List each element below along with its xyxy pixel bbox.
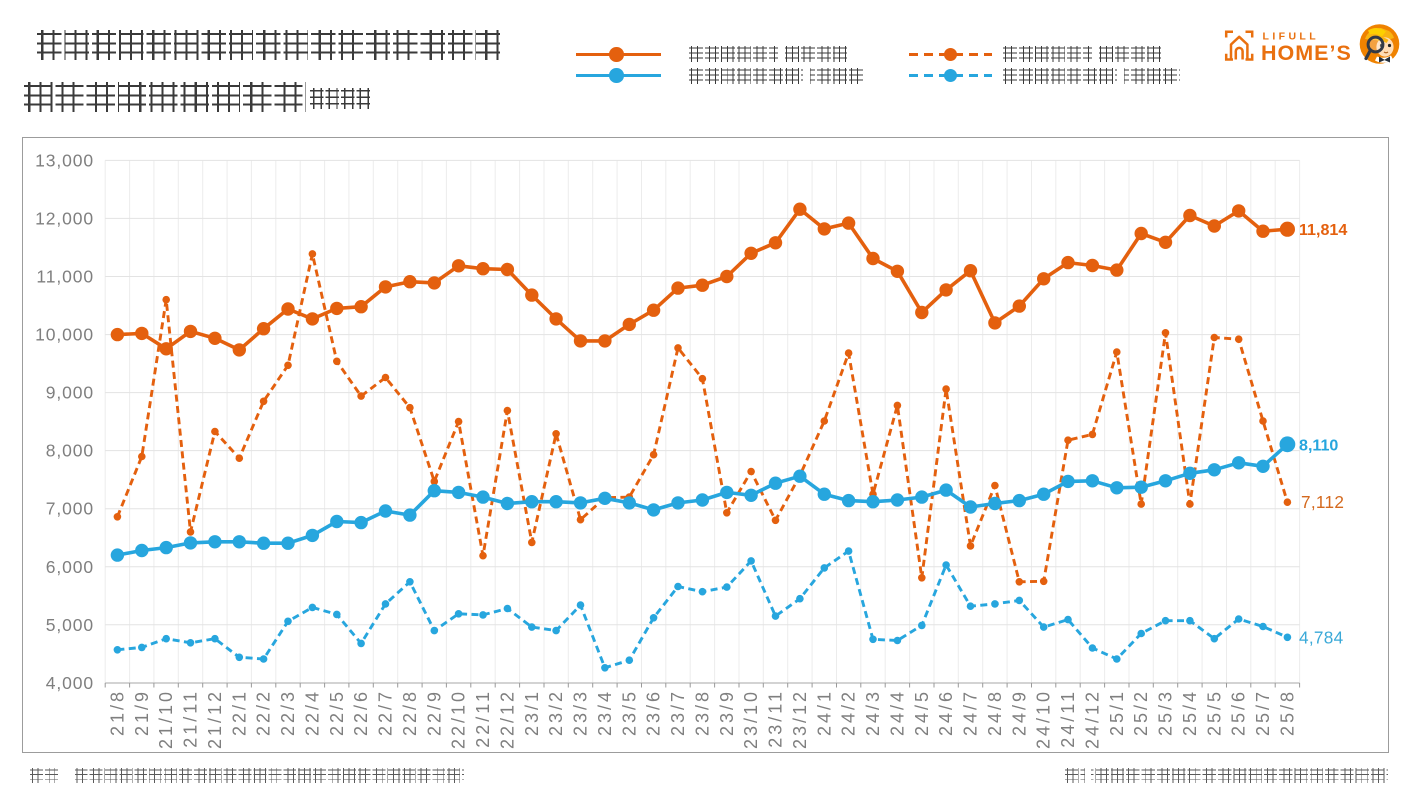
svg-text:22/6: 22/6 — [351, 689, 371, 736]
svg-text:LIFULL: LIFULL — [1263, 31, 1320, 43]
svg-text:24/7: 24/7 — [961, 689, 981, 736]
svg-text:22/4: 22/4 — [302, 689, 322, 736]
svg-text:22/9: 22/9 — [424, 689, 444, 736]
svg-text:24/4: 24/4 — [887, 689, 907, 736]
svg-text:23/12: 23/12 — [790, 689, 810, 749]
svg-text:22/5: 22/5 — [327, 689, 347, 736]
svg-text:24/9: 24/9 — [1009, 689, 1029, 736]
svg-text:21/12: 21/12 — [205, 689, 225, 749]
svg-text:4,000: 4,000 — [46, 673, 94, 693]
svg-text:25/5: 25/5 — [1204, 689, 1224, 736]
svg-text:24/8: 24/8 — [985, 689, 1005, 736]
svg-text:23/10: 23/10 — [741, 689, 761, 749]
svg-text:23/11: 23/11 — [766, 689, 786, 748]
svg-text:4,784: 4,784 — [1299, 627, 1344, 647]
svg-text:7,112: 7,112 — [1301, 492, 1344, 512]
svg-text:23/7: 23/7 — [668, 689, 688, 736]
svg-text:HOME’S: HOME’S — [1261, 41, 1352, 65]
svg-text:22/3: 22/3 — [278, 689, 298, 736]
svg-text:8,110: 8,110 — [1299, 436, 1338, 454]
svg-text:11,814: 11,814 — [1299, 221, 1347, 239]
svg-text:22/10: 22/10 — [449, 689, 469, 749]
svg-text:8,000: 8,000 — [46, 441, 94, 461]
svg-text:22/2: 22/2 — [254, 689, 274, 736]
svg-text:25/2: 25/2 — [1131, 689, 1151, 736]
svg-text:23/5: 23/5 — [619, 689, 639, 736]
svg-text:6,000: 6,000 — [46, 557, 94, 577]
svg-text:24/3: 24/3 — [863, 689, 883, 736]
svg-text:24/11: 24/11 — [1058, 689, 1078, 748]
svg-text:23/3: 23/3 — [571, 689, 591, 736]
svg-text:24/10: 24/10 — [1034, 689, 1054, 749]
svg-text:22/8: 22/8 — [400, 689, 420, 736]
svg-text:23/2: 23/2 — [546, 689, 566, 736]
svg-text:12,000: 12,000 — [35, 208, 94, 228]
svg-text:5,000: 5,000 — [46, 615, 94, 635]
svg-text:11,000: 11,000 — [36, 267, 94, 287]
svg-text:22/11: 22/11 — [473, 689, 493, 748]
svg-text:25/7: 25/7 — [1253, 689, 1273, 736]
svg-text:24/5: 24/5 — [912, 689, 932, 736]
svg-text:23/8: 23/8 — [692, 689, 712, 736]
svg-text:25/1: 25/1 — [1107, 689, 1127, 736]
svg-text:25/6: 25/6 — [1229, 689, 1249, 736]
svg-text:23/4: 23/4 — [595, 689, 615, 736]
svg-text:21/8: 21/8 — [107, 689, 127, 736]
svg-text:21/10: 21/10 — [156, 689, 176, 749]
svg-text:22/12: 22/12 — [497, 689, 517, 749]
svg-text:25/8: 25/8 — [1277, 689, 1297, 736]
svg-text:24/6: 24/6 — [936, 689, 956, 736]
svg-text:23/1: 23/1 — [522, 689, 542, 736]
svg-text:7,000: 7,000 — [46, 499, 94, 519]
svg-text:9,000: 9,000 — [46, 383, 94, 403]
svg-text:24/2: 24/2 — [839, 689, 859, 736]
svg-text:22/7: 22/7 — [376, 689, 396, 736]
svg-text:23/6: 23/6 — [644, 689, 664, 736]
svg-text:21/9: 21/9 — [132, 689, 152, 736]
svg-text:22/1: 22/1 — [229, 689, 249, 736]
svg-text:13,000: 13,000 — [35, 150, 94, 170]
svg-text:21/11: 21/11 — [181, 689, 201, 748]
svg-text:10,000: 10,000 — [35, 325, 94, 345]
svg-text:25/3: 25/3 — [1156, 689, 1176, 736]
svg-text:25/4: 25/4 — [1180, 689, 1200, 736]
svg-text:24/12: 24/12 — [1082, 689, 1102, 749]
svg-text:23/9: 23/9 — [717, 689, 737, 736]
svg-text:24/1: 24/1 — [814, 689, 834, 736]
